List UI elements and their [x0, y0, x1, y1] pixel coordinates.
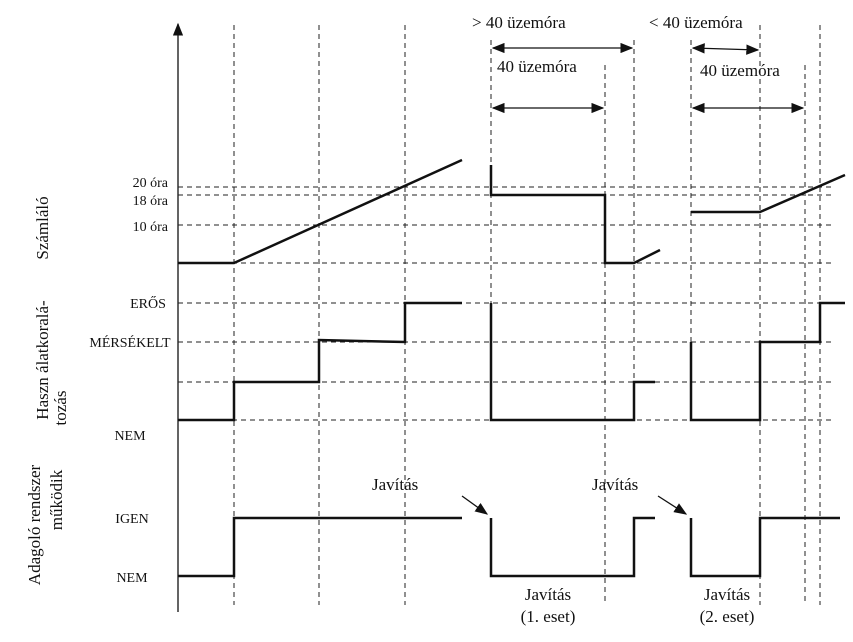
row-title: Haszn álatkoralá- [33, 300, 52, 420]
row-title: Számláló [33, 196, 52, 259]
header-label: 40 üzemóra [700, 61, 780, 80]
traces [178, 158, 846, 578]
level-label: 20 óra [133, 176, 169, 191]
level-label: NEM [116, 571, 148, 586]
level-label: IGEN [115, 512, 148, 527]
level-label: MÉRSÉKELT [89, 334, 171, 351]
row-title: Adagoló rendszer [25, 464, 44, 585]
row-title: működik [47, 469, 66, 530]
row-title: tozás [51, 391, 70, 426]
arrows [461, 42, 805, 515]
annotation: Javítás [592, 475, 638, 494]
level-label: ERŐS [130, 295, 166, 312]
case-label: (2. eset) [700, 607, 755, 626]
level-label: 10 óra [133, 220, 169, 235]
annotation: Javítás [372, 475, 418, 494]
header-label: < 40 üzemóra [649, 13, 743, 32]
level-label: 18 óra [133, 194, 169, 209]
header-label: > 40 üzemóra [472, 13, 566, 32]
level-label: NEM [114, 429, 146, 444]
header-label: 40 üzemóra [497, 57, 577, 76]
case-label: Javítás [704, 585, 750, 604]
case-label: Javítás [525, 585, 571, 604]
case-label: (1. eset) [521, 607, 576, 626]
